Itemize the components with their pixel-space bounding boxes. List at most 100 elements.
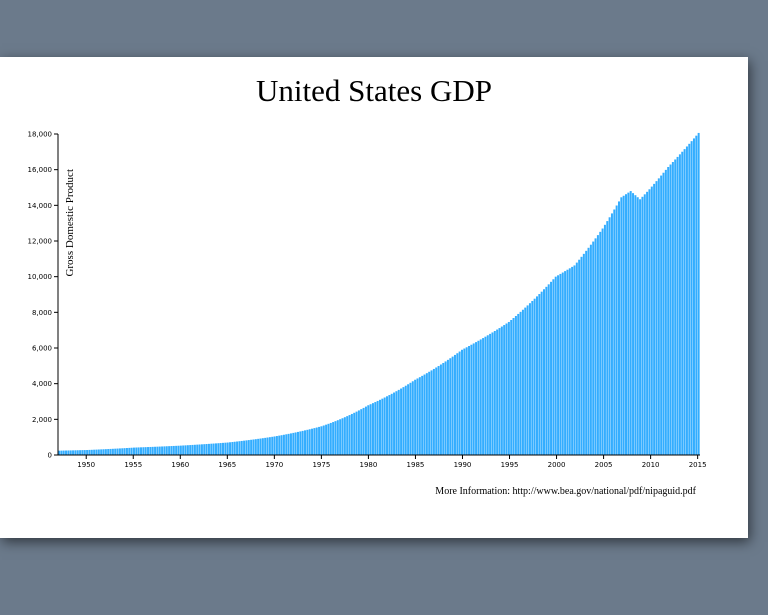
gdp-bar	[376, 400, 379, 455]
gdp-bar	[355, 411, 358, 455]
gdp-bar	[578, 259, 581, 455]
gdp-bar	[564, 271, 567, 455]
gdp-bar	[639, 199, 642, 455]
gdp-bar	[210, 443, 213, 455]
gdp-bar	[315, 427, 318, 455]
gdp-bar	[100, 449, 103, 455]
gdp-bar	[212, 443, 215, 455]
gdp-bar	[301, 430, 304, 455]
gdp-bar	[573, 265, 576, 455]
gdp-bar	[304, 430, 307, 455]
gdp-bar	[123, 448, 126, 455]
gdp-bar	[369, 404, 372, 455]
gdp-bar	[646, 191, 649, 455]
gdp-bar	[397, 389, 400, 455]
gdp-bar	[596, 235, 599, 455]
gdp-bar	[451, 356, 454, 455]
gdp-bar	[308, 429, 311, 455]
gdp-bar	[257, 438, 260, 455]
gdp-bar	[79, 450, 82, 455]
gdp-bar	[507, 321, 510, 455]
gdp-bar	[463, 348, 466, 455]
gdp-bar	[650, 186, 653, 455]
gdp-bar	[233, 441, 236, 455]
gdp-bar	[132, 447, 135, 455]
x-tick-label: 1980	[360, 461, 378, 469]
gdp-bar	[390, 393, 393, 455]
x-tick-label: 1995	[501, 461, 519, 469]
gdp-bar	[109, 448, 112, 455]
y-tick-label: 16,000	[28, 166, 53, 174]
y-tick-label: 2,000	[32, 416, 52, 424]
gdp-bar	[275, 436, 278, 455]
gdp-bar	[196, 444, 199, 455]
gdp-bar	[151, 446, 154, 455]
gdp-bar	[521, 309, 524, 455]
gdp-bar	[142, 447, 145, 455]
gdp-bar	[261, 438, 264, 455]
gdp-bar	[165, 446, 168, 455]
x-tick-label: 1990	[454, 461, 472, 469]
gdp-bar	[200, 444, 203, 455]
gdp-bar	[383, 397, 386, 455]
gdp-bar	[620, 197, 623, 455]
y-tick-label: 0	[48, 452, 52, 460]
gdp-bar	[657, 178, 660, 456]
gdp-bar	[676, 156, 679, 455]
gdp-bar	[343, 417, 346, 455]
gdp-bar	[524, 307, 527, 455]
gdp-bar	[407, 384, 410, 455]
gdp-bar	[402, 387, 405, 455]
gdp-bar	[282, 434, 285, 455]
gdp-bar	[240, 440, 243, 455]
gdp-bar	[655, 181, 658, 455]
gdp-bar	[641, 196, 644, 455]
gdp-bar	[379, 399, 381, 455]
gdp-bar	[554, 276, 557, 455]
gdp-bar	[60, 450, 63, 455]
gdp-bar	[163, 446, 166, 455]
gdp-bar	[125, 448, 128, 455]
gdp-bar	[479, 339, 482, 455]
gdp-bar	[229, 442, 232, 455]
gdp-bar	[449, 358, 452, 455]
gdp-bar	[404, 385, 407, 455]
gdp-bar	[430, 370, 433, 455]
x-tick-label: 2005	[595, 461, 613, 469]
gdp-bar	[421, 375, 424, 455]
y-axis: 0 2,000 4,000 6,000 8,000 10,000 12,000 14,000 1…	[28, 131, 59, 460]
gdp-bar	[575, 262, 578, 455]
x-tick-label: 2010	[642, 461, 660, 469]
gdp-bar	[669, 164, 672, 455]
y-tick-label: 6,000	[32, 345, 52, 353]
gdp-bar	[367, 405, 370, 455]
y-tick-label: 8,000	[32, 309, 52, 317]
y-tick-label: 14,000	[28, 202, 53, 210]
gdp-bar	[137, 447, 140, 455]
gdp-bar	[428, 371, 431, 455]
gdp-bar	[76, 450, 79, 455]
gdp-bar	[690, 141, 693, 455]
gdp-bar	[423, 374, 426, 455]
gdp-bar	[67, 450, 70, 455]
gdp-bar	[599, 231, 602, 455]
gdp-bar	[97, 449, 100, 455]
gdp-bar	[247, 440, 250, 455]
gdp-bar	[453, 354, 456, 455]
gdp-bar	[414, 379, 417, 455]
gdp-bar	[81, 450, 84, 455]
gdp-bar	[294, 432, 297, 455]
gdp-bar	[425, 373, 428, 455]
gdp-bar	[692, 138, 695, 456]
x-axis: 1950 1955 1960 1965 1970 1975 1980 1985 1990 1995…	[58, 454, 707, 469]
gdp-bar	[662, 172, 665, 455]
gdp-bar	[613, 209, 616, 455]
gdp-bar	[648, 189, 651, 455]
gdp-bar	[114, 448, 117, 455]
gdp-bar	[280, 435, 283, 455]
gdp-bar	[533, 298, 536, 455]
gdp-bar	[409, 382, 412, 455]
gdp-bar	[557, 275, 560, 455]
gdp-bar	[512, 318, 515, 455]
x-tick-label: 2000	[548, 461, 566, 469]
